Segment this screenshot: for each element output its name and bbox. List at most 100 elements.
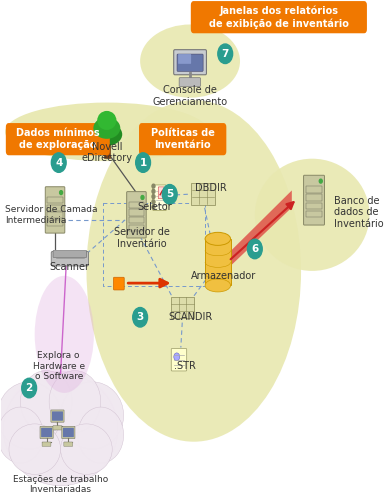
Circle shape: [136, 153, 151, 172]
FancyBboxPatch shape: [114, 277, 124, 290]
FancyBboxPatch shape: [178, 54, 191, 64]
FancyBboxPatch shape: [303, 175, 325, 225]
FancyBboxPatch shape: [64, 442, 73, 446]
Ellipse shape: [9, 424, 61, 475]
Ellipse shape: [87, 100, 301, 442]
Text: Servidor de Camada
Intermediária: Servidor de Camada Intermediária: [5, 205, 98, 225]
FancyBboxPatch shape: [41, 428, 52, 437]
FancyBboxPatch shape: [177, 54, 203, 72]
Text: Scanner: Scanner: [50, 262, 90, 272]
FancyBboxPatch shape: [306, 194, 322, 201]
Text: Banco de
dados de
Inventário: Banco de dados de Inventário: [334, 196, 384, 229]
FancyBboxPatch shape: [171, 348, 187, 371]
FancyBboxPatch shape: [51, 410, 64, 422]
FancyBboxPatch shape: [52, 412, 63, 421]
Ellipse shape: [93, 117, 120, 139]
Ellipse shape: [97, 111, 116, 130]
Ellipse shape: [0, 407, 44, 463]
FancyBboxPatch shape: [40, 426, 53, 438]
FancyBboxPatch shape: [62, 426, 75, 438]
Ellipse shape: [5, 102, 209, 161]
Ellipse shape: [3, 373, 118, 486]
Circle shape: [152, 184, 155, 188]
FancyBboxPatch shape: [47, 220, 63, 226]
FancyBboxPatch shape: [45, 187, 65, 233]
Circle shape: [218, 44, 232, 64]
Circle shape: [152, 205, 155, 209]
FancyBboxPatch shape: [53, 425, 62, 430]
Text: 5: 5: [166, 189, 173, 199]
Circle shape: [247, 239, 262, 259]
Circle shape: [319, 179, 322, 183]
Text: 1: 1: [140, 158, 147, 167]
FancyBboxPatch shape: [51, 251, 89, 266]
Circle shape: [60, 191, 63, 194]
FancyBboxPatch shape: [158, 187, 164, 199]
Ellipse shape: [140, 24, 240, 98]
FancyBboxPatch shape: [53, 250, 87, 257]
Ellipse shape: [3, 371, 118, 483]
FancyBboxPatch shape: [153, 185, 166, 211]
FancyBboxPatch shape: [42, 442, 51, 446]
Text: 6: 6: [251, 244, 258, 254]
Text: Estações de trabalho
Inventariadas: Estações de trabalho Inventariadas: [13, 475, 108, 495]
FancyBboxPatch shape: [139, 123, 226, 155]
Ellipse shape: [255, 159, 370, 271]
FancyBboxPatch shape: [47, 197, 63, 203]
Circle shape: [174, 353, 180, 361]
Text: DBDIR: DBDIR: [194, 183, 226, 193]
FancyBboxPatch shape: [306, 186, 322, 193]
Text: SCANDIR: SCANDIR: [168, 312, 212, 322]
Ellipse shape: [61, 424, 112, 475]
Text: Console de
Gerenciamento: Console de Gerenciamento: [152, 85, 228, 107]
Text: Janelas dos relatórios
de exibição de inventário: Janelas dos relatórios de exibição de in…: [209, 6, 349, 28]
FancyBboxPatch shape: [306, 211, 322, 217]
Text: Políticas de
Inventário: Políticas de Inventário: [151, 128, 214, 150]
Circle shape: [152, 189, 155, 193]
Ellipse shape: [49, 371, 101, 432]
Text: 2: 2: [25, 383, 33, 393]
Ellipse shape: [61, 382, 123, 449]
Text: 4: 4: [55, 158, 62, 167]
Text: Armazenador: Armazenador: [191, 271, 256, 281]
Circle shape: [133, 308, 147, 327]
FancyBboxPatch shape: [129, 225, 144, 231]
Circle shape: [51, 153, 66, 172]
Circle shape: [22, 378, 36, 398]
Ellipse shape: [91, 123, 122, 146]
FancyBboxPatch shape: [306, 203, 322, 209]
FancyBboxPatch shape: [47, 205, 63, 211]
Circle shape: [152, 195, 155, 198]
FancyBboxPatch shape: [191, 183, 215, 205]
FancyBboxPatch shape: [129, 209, 144, 216]
FancyBboxPatch shape: [191, 1, 367, 33]
Circle shape: [162, 184, 177, 204]
Ellipse shape: [205, 279, 230, 292]
Text: 7: 7: [221, 49, 229, 59]
FancyBboxPatch shape: [129, 217, 144, 223]
Ellipse shape: [34, 276, 94, 393]
FancyBboxPatch shape: [179, 78, 200, 86]
Circle shape: [152, 200, 155, 204]
Text: Dados mínimos
de exploração: Dados mínimos de exploração: [16, 128, 100, 150]
FancyBboxPatch shape: [171, 297, 194, 318]
FancyBboxPatch shape: [174, 50, 207, 75]
FancyBboxPatch shape: [127, 192, 146, 238]
Ellipse shape: [205, 232, 230, 246]
Text: Seletor: Seletor: [138, 201, 172, 212]
FancyBboxPatch shape: [6, 123, 110, 155]
Text: Servidor de
Inventário: Servidor de Inventário: [114, 228, 170, 249]
Ellipse shape: [0, 382, 61, 449]
FancyBboxPatch shape: [205, 239, 230, 285]
Ellipse shape: [78, 407, 123, 463]
Ellipse shape: [20, 371, 72, 432]
Text: 3: 3: [136, 312, 144, 322]
Circle shape: [141, 195, 144, 199]
FancyBboxPatch shape: [63, 428, 74, 437]
FancyBboxPatch shape: [47, 212, 63, 218]
Text: .STR: .STR: [174, 361, 196, 371]
FancyBboxPatch shape: [129, 202, 144, 208]
Polygon shape: [228, 190, 292, 268]
Text: Novell
eDirectory: Novell eDirectory: [81, 142, 132, 163]
Text: Explora o
Hardware e
o Software: Explora o Hardware e o Software: [33, 351, 85, 381]
